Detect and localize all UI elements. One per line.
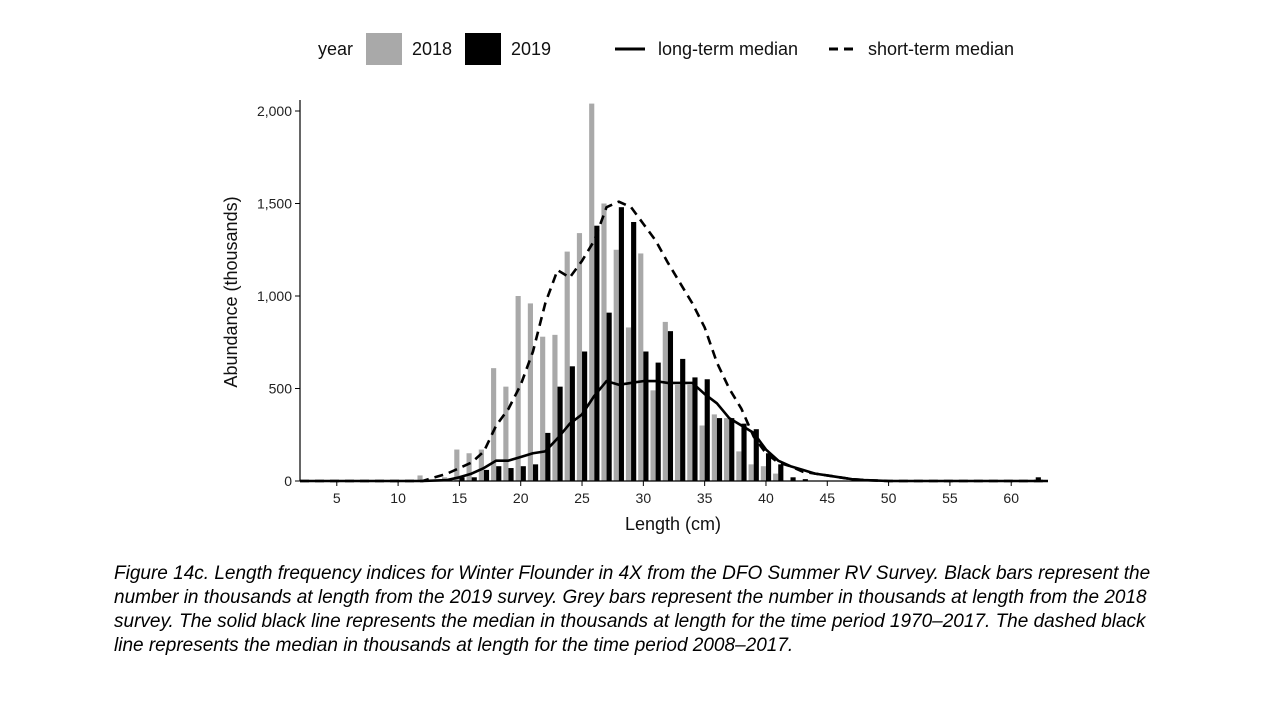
median-lines-group (300, 200, 1048, 483)
y-tick-label-0: 0 (284, 473, 292, 489)
bar-2018-22cm (540, 336, 546, 481)
bar-2018-25cm (576, 233, 583, 481)
bar-2019-39cm (753, 429, 759, 481)
bar-2018-39cm (748, 464, 754, 481)
y-tick-label-1500: 1,500 (257, 196, 292, 212)
bar-2019-31cm (655, 362, 661, 481)
bar-2019-19cm (508, 468, 514, 481)
x-tick-label-50: 50 (881, 490, 897, 506)
bar-2018-34cm (687, 384, 693, 481)
bar-2019-34cm (692, 377, 698, 481)
bar-2019-22cm (545, 432, 551, 481)
x-tick-label-60: 60 (1003, 490, 1019, 506)
legend-label-short-term-median: short-term median (868, 39, 1014, 59)
x-tick-label-25: 25 (574, 490, 590, 506)
bar-2019-16cm (471, 477, 477, 481)
bar-2018-24cm (564, 251, 570, 481)
bar-2018-36cm (711, 414, 717, 481)
bar-2018-38cm (736, 451, 742, 481)
y-axis-title: Abundance (thousands) (221, 196, 241, 387)
bar-2019-18cm (496, 466, 502, 481)
bar-2019-24cm (569, 366, 575, 481)
bar-2019-25cm (582, 351, 588, 481)
legend-label-long-term-median: long-term median (658, 39, 798, 59)
axes-group: 5 10 15 20 25 30 35 40 45 50 55 60 0 500 1,000 1,500 2,0… (257, 100, 1048, 506)
bar-2019-35cm (704, 379, 710, 481)
x-tick-label-15: 15 (452, 490, 468, 506)
bar-2019-21cm (532, 464, 539, 481)
bar-2018-12cm (417, 475, 423, 481)
bar-2018-40cm (760, 466, 766, 481)
bar-2019-20cm (520, 466, 526, 481)
y-tick-label-1000: 1,000 (257, 288, 292, 304)
bar-2018-30cm (638, 253, 644, 481)
x-tick-label-45: 45 (819, 490, 835, 506)
bar-2018-16cm (466, 453, 472, 481)
bar-2019-42cm (790, 477, 796, 481)
x-tick-label-40: 40 (758, 490, 774, 506)
bar-2019-37cm (729, 418, 735, 481)
bar-2018-37cm (724, 418, 730, 481)
bar-2019-30cm (643, 351, 649, 481)
bar-2019-40cm (765, 453, 772, 481)
bar-2019-33cm (680, 358, 686, 481)
length-frequency-chart: year 2018 2019 long-term median short-term … (221, 33, 1048, 534)
y-tick-label-2000: 2,000 (257, 103, 292, 119)
bar-2018-28cm (613, 249, 619, 481)
bar-2019-15cm (459, 477, 465, 481)
x-tick-label-30: 30 (636, 490, 652, 506)
bar-2019-32cm (667, 331, 674, 481)
bar-2019-62cm (1035, 477, 1041, 481)
bar-2018-21cm (527, 303, 533, 481)
bar-2019-41cm (778, 464, 784, 481)
legend-swatch-2019 (465, 33, 501, 65)
long-term-median-line (300, 379, 1048, 483)
bar-2018-35cm (699, 425, 705, 481)
bar-2018-27cm (601, 203, 607, 481)
figure-caption: Figure 14c. Length frequency indices for… (114, 563, 1151, 656)
bar-2019-43cm (802, 479, 808, 481)
legend: year 2018 2019 long-term median short-term … (318, 33, 1014, 65)
bar-2018-15cm (454, 449, 460, 481)
bar-2019-36cm (716, 418, 723, 481)
bar-2019-17cm (483, 469, 490, 481)
bar-2019-28cm (618, 207, 624, 481)
legend-title: year (318, 39, 353, 59)
bar-2018-18cm (491, 368, 497, 481)
bar-2018-19cm (503, 386, 509, 481)
bars-group (417, 103, 1041, 481)
x-axis-title: Length (cm) (625, 514, 721, 534)
x-tick-label-35: 35 (697, 490, 713, 506)
bar-2018-26cm (589, 103, 595, 481)
bar-2018-23cm (552, 334, 558, 481)
x-tick-label-20: 20 (513, 490, 529, 506)
legend-label-2018: 2018 (412, 39, 452, 59)
bar-2019-27cm (606, 312, 612, 481)
short-term-median-line (300, 200, 1048, 483)
x-tick-label-5: 5 (333, 490, 341, 506)
bar-2018-29cm (625, 327, 632, 481)
bar-2019-26cm (594, 225, 600, 481)
bar-2019-38cm (741, 423, 747, 481)
legend-label-2019: 2019 (511, 39, 551, 59)
bar-2018-41cm (773, 473, 779, 481)
bar-2018-31cm (650, 390, 656, 481)
bar-2018-33cm (674, 384, 681, 481)
x-tick-label-10: 10 (390, 490, 406, 506)
bar-2018-32cm (662, 321, 668, 481)
y-tick-label-500: 500 (269, 381, 293, 397)
bar-2018-17cm (478, 449, 484, 481)
legend-swatch-2018 (366, 33, 402, 65)
x-tick-label-55: 55 (942, 490, 958, 506)
bar-2019-29cm (631, 222, 637, 481)
